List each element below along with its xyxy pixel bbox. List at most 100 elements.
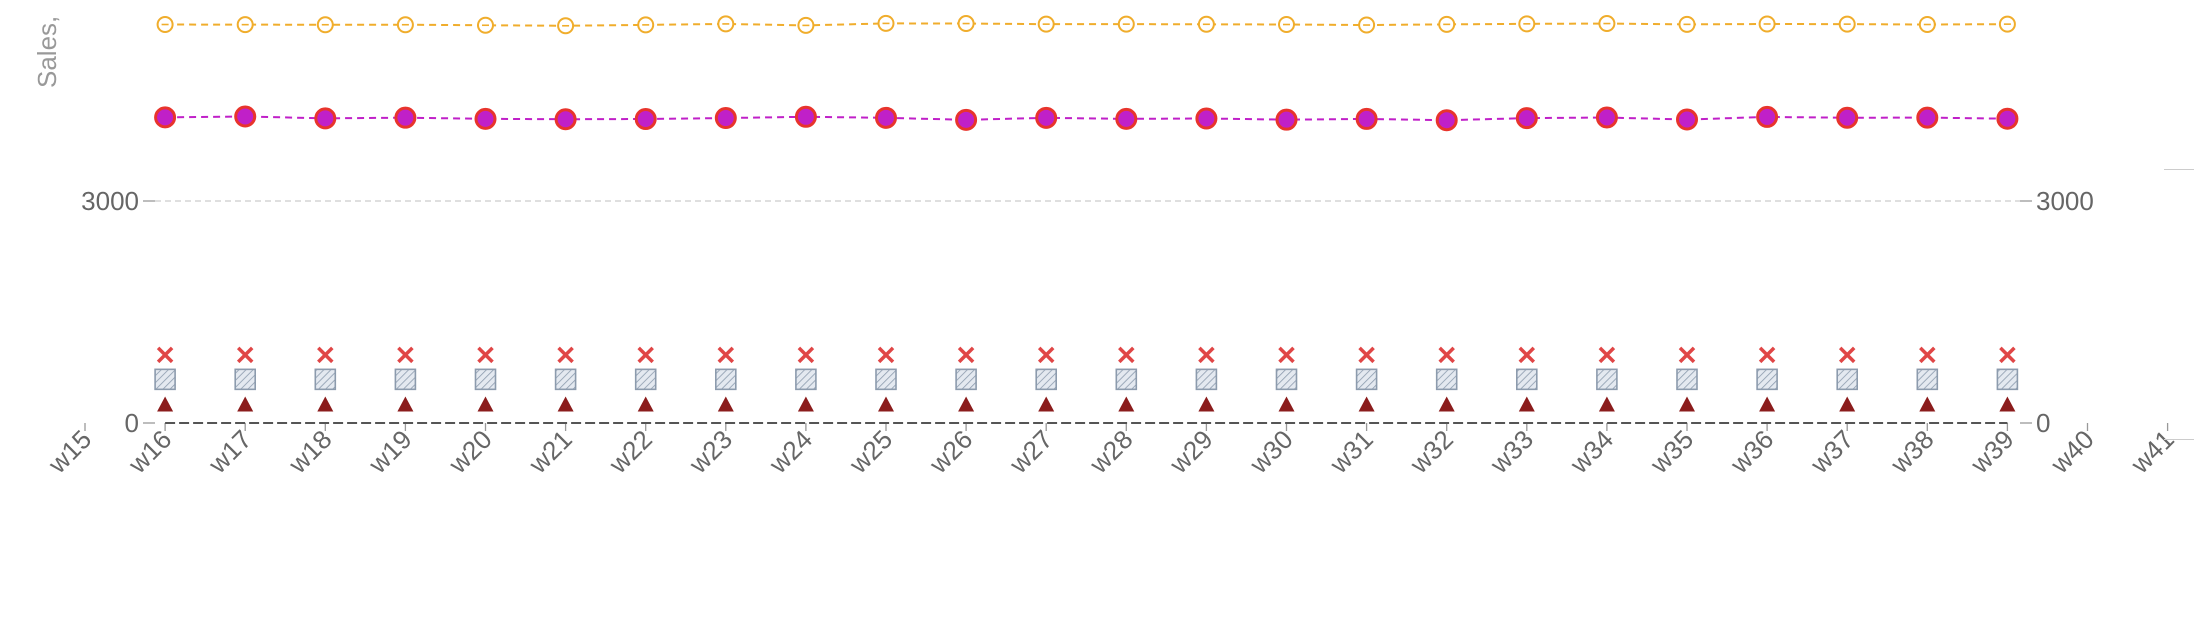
- series-2-point-w20: [474, 107, 497, 130]
- series-4-point-w20: [474, 368, 497, 391]
- series-5-point-w16: [157, 396, 174, 412]
- right-edge-mark-bottom: [2164, 439, 2194, 440]
- series-1-point-w38: [1918, 16, 1936, 34]
- x-tick-label-w29: w29: [1163, 424, 1219, 480]
- series-4-point-w30: [1275, 368, 1298, 391]
- series-1-line: [165, 22, 2008, 27]
- series-4-point-w28: [1115, 368, 1138, 391]
- series-5-point-w35: [1679, 396, 1695, 412]
- series-4-point-w34: [1596, 368, 1618, 391]
- series-2-point-w28: [1115, 107, 1138, 130]
- x-tick-label-w25: w25: [843, 424, 899, 480]
- series-4-point-w16: [154, 368, 176, 391]
- x-tick-label-w21: w21: [522, 424, 578, 480]
- series-4-point-w21: [554, 368, 577, 391]
- series-3: [156, 346, 2016, 364]
- series-4-point-w23: [714, 368, 737, 391]
- series-3-point-w32: [1438, 346, 1455, 364]
- series-4-point-w39: [1996, 368, 2019, 391]
- series-1-point-w29: [1197, 15, 1215, 33]
- series-5: [157, 396, 2016, 412]
- series-4-point-w19: [394, 368, 417, 391]
- y-axis-label: Sales,: [32, 16, 62, 88]
- x-tick-label-w28: w28: [1083, 424, 1139, 480]
- series-4-point-w27: [1035, 368, 1057, 391]
- series-3-point-w31: [1358, 346, 1375, 364]
- series-2-point-w16: [154, 106, 177, 129]
- series-2-point-w39: [1996, 107, 2019, 130]
- series-5-point-w22: [637, 396, 654, 412]
- series-1-point-w16: [156, 16, 174, 34]
- series-1-point-w37: [1838, 15, 1856, 33]
- series-2-point-w33: [1515, 107, 1538, 130]
- series-1-point-w18: [316, 16, 334, 34]
- x-tick-label-w36: w36: [1724, 424, 1780, 480]
- series-2-point-w24: [794, 105, 817, 128]
- series-5-point-w23: [717, 396, 734, 412]
- x-tick-label-w26: w26: [923, 424, 979, 480]
- series-1-point-w21: [557, 17, 575, 35]
- series-5-point-w25: [878, 396, 894, 412]
- series-1-point-w20: [477, 16, 494, 34]
- series: [154, 14, 2019, 424]
- series-4-point-w32: [1435, 368, 1458, 391]
- series-2-point-w27: [1035, 106, 1058, 129]
- x-tick-label-w35: w35: [1644, 424, 1700, 480]
- series-2-point-w18: [314, 107, 337, 130]
- series-1-point-w19: [396, 16, 414, 34]
- series-2-point-w29: [1195, 107, 1218, 130]
- series-2-point-w31: [1355, 107, 1378, 130]
- series-5-point-w37: [1839, 396, 1856, 412]
- series-2-point-w25: [875, 106, 897, 129]
- series-1-point-w28: [1117, 15, 1135, 33]
- series-4-point-w31: [1355, 368, 1378, 391]
- series-3-point-w36: [1758, 346, 1776, 364]
- series-2-line: [165, 115, 2008, 122]
- series-2-point-w34: [1595, 106, 1618, 129]
- series-1-point-w23: [717, 15, 735, 33]
- x-tick-label-w39: w39: [1964, 424, 2020, 480]
- series-3-point-w30: [1278, 346, 1295, 364]
- series-3-point-w21: [557, 346, 574, 364]
- series-3-point-w34: [1598, 346, 1616, 364]
- x-tick-label-w31: w31: [1323, 424, 1379, 480]
- series-1-point-w26: [957, 15, 975, 33]
- x-tick-label-w34: w34: [1563, 424, 1619, 480]
- series-2-point-w22: [634, 108, 657, 131]
- series-1-point-w25: [877, 14, 895, 32]
- series-3-point-w25: [877, 346, 895, 364]
- series-3-point-w27: [1037, 346, 1055, 364]
- x-tick-label-w15: w15: [42, 424, 98, 480]
- series-3-point-w38: [1919, 346, 1936, 364]
- series-3-point-w17: [236, 346, 254, 364]
- series-3-point-w28: [1118, 346, 1135, 364]
- series-5-point-w39: [1999, 396, 2016, 412]
- series-2-point-w38: [1916, 106, 1939, 129]
- x-tick-label-w18: w18: [282, 424, 338, 480]
- series-1-point-w35: [1678, 15, 1696, 33]
- series-3-point-w33: [1518, 346, 1536, 364]
- series-5-point-w31: [1358, 396, 1375, 412]
- y-tick-label-right-0: 0: [2036, 408, 2050, 438]
- series-3-point-w35: [1678, 346, 1696, 364]
- series-3-point-w20: [477, 346, 494, 364]
- series-3-point-w16: [156, 346, 174, 364]
- y-tick-label-left-0: 0: [125, 408, 139, 438]
- series-5-point-w30: [1278, 396, 1295, 412]
- series-2-point-w35: [1676, 108, 1698, 131]
- series-2-point-w21: [554, 108, 577, 131]
- series-5-point-w19: [397, 396, 414, 412]
- series-5-point-w21: [557, 396, 574, 412]
- series-4-point-w35: [1676, 368, 1698, 391]
- series-4-point-w38: [1916, 368, 1939, 391]
- series-5-point-w27: [1038, 396, 1055, 412]
- series-2-point-w37: [1836, 106, 1859, 129]
- series-1-point-w31: [1358, 16, 1376, 34]
- right-edge-mark-top: [2164, 169, 2194, 170]
- x-tick-label-w17: w17: [202, 424, 258, 480]
- series-1-point-w24: [797, 16, 815, 34]
- series-4-point-w18: [314, 368, 337, 391]
- x-tick-label-w20: w20: [442, 424, 498, 480]
- series-1-point-w34: [1598, 15, 1616, 33]
- series-4-point-w26: [955, 368, 977, 391]
